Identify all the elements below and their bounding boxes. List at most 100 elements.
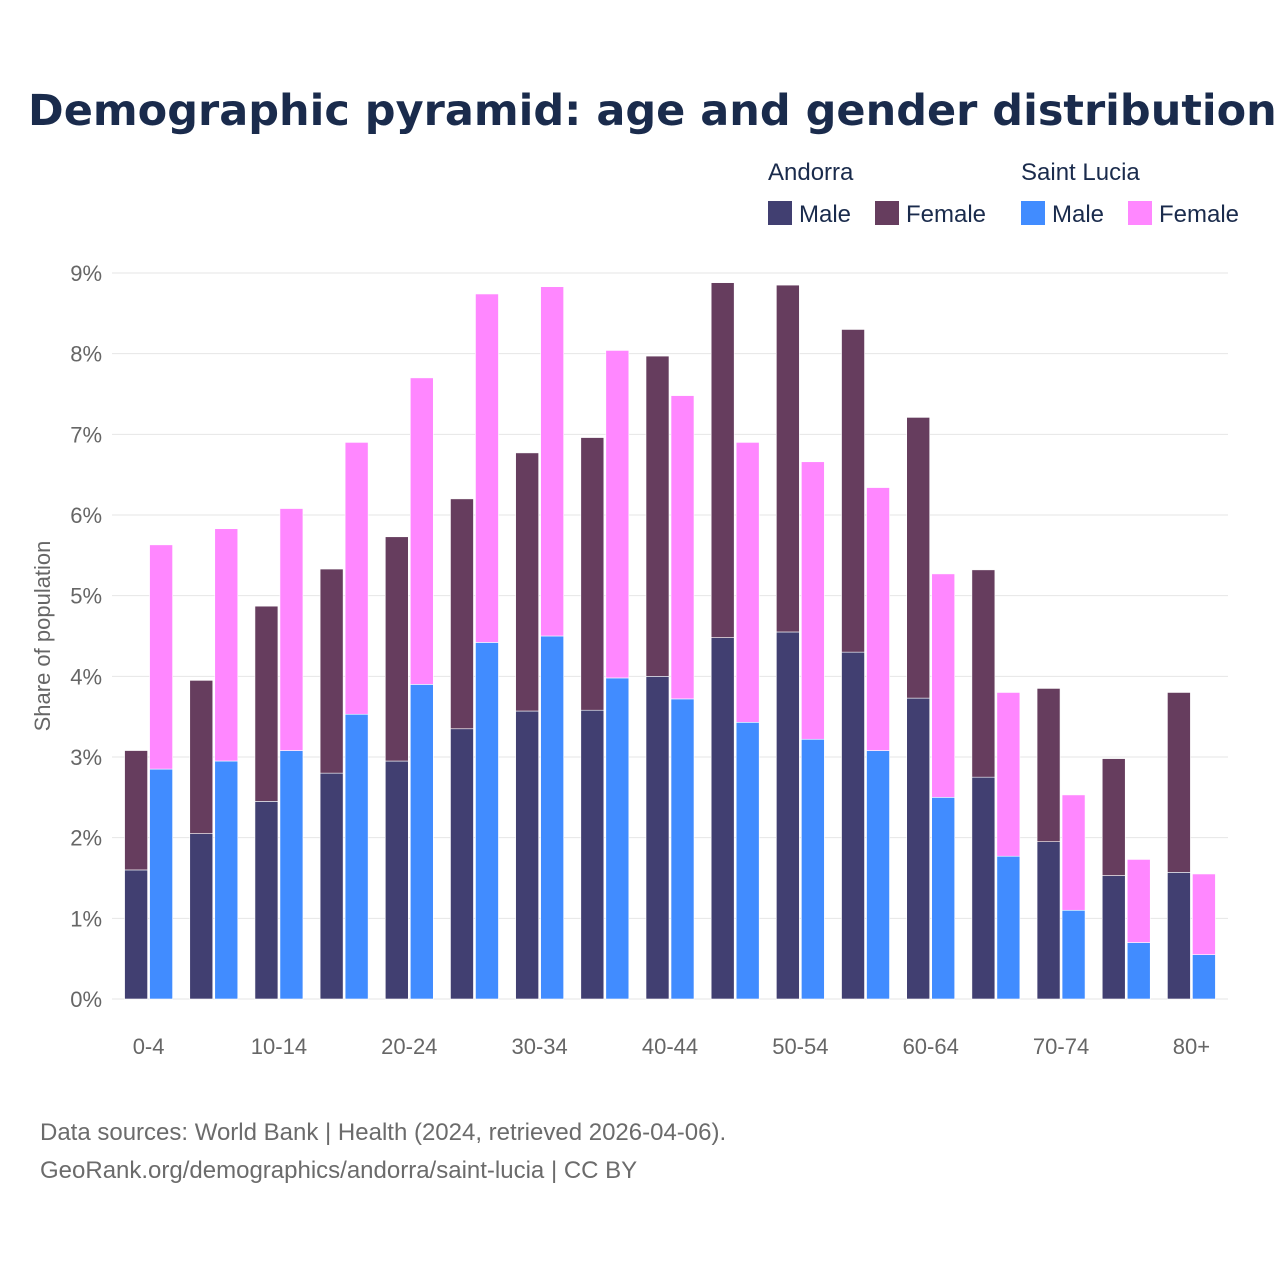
bar-andorra-male-35-39 xyxy=(580,709,605,1000)
source-line-1: Data sources: World Bank | Health (2024,… xyxy=(40,1119,726,1146)
y-tick-label: 1% xyxy=(70,906,102,931)
bars xyxy=(124,282,1216,1000)
chart-title: Demographic pyramid: age and gender dist… xyxy=(28,86,1277,136)
x-axis-ticks: 0-4 10-14 20-24 30-34 40-44 50-54 60-64 70-74 80… xyxy=(133,1034,1210,1059)
bar-saint-lucia-male-65-69 xyxy=(996,855,1021,1000)
bar-andorra-male-45-49 xyxy=(710,637,735,1000)
legend-swatch-andorra-female xyxy=(875,201,899,225)
bar-andorra-female-75-79 xyxy=(1101,758,1126,876)
bar-saint-lucia-female-80+ xyxy=(1192,873,1216,955)
legend-swatch-andorra-male xyxy=(768,201,792,225)
bar-saint-lucia-female-65-69 xyxy=(996,692,1021,857)
bar-andorra-female-0-4 xyxy=(124,750,148,871)
bar-andorra-female-40-44 xyxy=(645,355,670,677)
x-tick-label: 40-44 xyxy=(642,1034,698,1059)
legend-swatch-saint-lucia-male xyxy=(1021,201,1045,225)
bar-saint-lucia-male-80+ xyxy=(1192,954,1216,1000)
bar-andorra-female-20-24 xyxy=(384,536,409,762)
bar-andorra-male-80+ xyxy=(1167,872,1191,1000)
bar-andorra-male-0-4 xyxy=(124,869,148,1000)
bar-andorra-male-40-44 xyxy=(645,676,670,1000)
bar-saint-lucia-male-25-29 xyxy=(475,642,499,1000)
bar-saint-lucia-male-40-44 xyxy=(670,698,695,1000)
bar-andorra-female-70-74 xyxy=(1036,688,1061,843)
bar-saint-lucia-male-55-59 xyxy=(866,750,890,1000)
bar-saint-lucia-female-50-54 xyxy=(801,461,825,740)
legend-label-saint-lucia-male: Male xyxy=(1052,201,1104,228)
bar-andorra-female-60-64 xyxy=(906,417,931,699)
bar-andorra-female-65-69 xyxy=(971,569,996,778)
bar-andorra-male-25-29 xyxy=(450,728,474,1000)
bar-saint-lucia-female-15-19 xyxy=(344,442,369,715)
x-tick-label: 20-24 xyxy=(381,1034,437,1059)
bar-andorra-female-30-34 xyxy=(515,452,539,712)
bar-andorra-male-65-69 xyxy=(971,776,996,1000)
bar-andorra-male-10-14 xyxy=(254,801,279,1000)
bar-andorra-male-15-19 xyxy=(319,772,344,1000)
bar-saint-lucia-male-5-9 xyxy=(214,760,239,1000)
bar-andorra-male-30-34 xyxy=(515,710,539,1000)
y-tick-label: 2% xyxy=(70,826,102,851)
bar-andorra-male-5-9 xyxy=(189,833,214,1000)
bar-saint-lucia-male-70-74 xyxy=(1061,909,1086,1000)
bar-saint-lucia-female-5-9 xyxy=(214,528,239,762)
legend-group-andorra: Andorra xyxy=(768,159,854,186)
bar-andorra-female-35-39 xyxy=(580,437,605,711)
bar-andorra-female-50-54 xyxy=(776,284,800,633)
bar-andorra-male-50-54 xyxy=(776,631,800,1000)
bar-saint-lucia-female-55-59 xyxy=(866,487,890,751)
legend-group-saint-lucia: Saint Lucia xyxy=(1021,159,1140,186)
bar-saint-lucia-female-25-29 xyxy=(475,293,499,643)
bar-saint-lucia-male-20-24 xyxy=(409,684,434,1000)
legend: Andorra Saint Lucia Male Female Male Fem… xyxy=(768,159,1239,228)
bar-saint-lucia-male-10-14 xyxy=(279,750,304,1000)
bar-saint-lucia-male-15-19 xyxy=(344,713,369,1000)
bar-andorra-female-5-9 xyxy=(189,680,214,834)
bar-andorra-female-25-29 xyxy=(450,498,474,730)
y-tick-label: 8% xyxy=(70,342,102,367)
bar-saint-lucia-male-35-39 xyxy=(605,677,630,1000)
bar-andorra-male-75-79 xyxy=(1101,875,1126,1000)
bar-andorra-female-15-19 xyxy=(319,568,344,774)
bar-saint-lucia-female-70-74 xyxy=(1061,794,1086,911)
legend-label-andorra-female: Female xyxy=(906,201,986,228)
y-tick-label: 6% xyxy=(70,503,102,528)
legend-swatch-saint-lucia-female xyxy=(1128,201,1152,225)
gridlines xyxy=(112,272,1228,1000)
legend-label-saint-lucia-female: Female xyxy=(1159,201,1239,228)
x-tick-label: 30-34 xyxy=(512,1034,568,1059)
x-tick-label: 70-74 xyxy=(1033,1034,1089,1059)
bar-andorra-female-80+ xyxy=(1167,692,1191,873)
bar-saint-lucia-male-60-64 xyxy=(931,797,956,1000)
y-tick-label: 7% xyxy=(70,422,102,447)
y-axis-ticks: 0% 1% 2% 3% 4% 5% 6% 7% 8% 9% xyxy=(70,261,102,1012)
bar-andorra-male-60-64 xyxy=(906,697,931,1000)
bar-saint-lucia-female-35-39 xyxy=(605,350,630,679)
x-tick-label: 80+ xyxy=(1173,1034,1210,1059)
source-line-2: GeoRank.org/demographics/andorra/saint-l… xyxy=(40,1157,637,1184)
bar-saint-lucia-female-40-44 xyxy=(670,395,695,700)
bar-saint-lucia-male-30-34 xyxy=(540,635,564,1000)
bar-saint-lucia-female-10-14 xyxy=(279,508,304,751)
x-tick-label: 0-4 xyxy=(133,1034,165,1059)
bar-andorra-male-20-24 xyxy=(384,760,409,1000)
y-tick-label: 4% xyxy=(70,664,102,689)
bar-saint-lucia-male-50-54 xyxy=(801,738,825,1000)
y-tick-label: 0% xyxy=(70,987,102,1012)
bar-saint-lucia-female-45-49 xyxy=(735,442,760,723)
bar-andorra-female-45-49 xyxy=(710,282,735,638)
x-tick-label: 10-14 xyxy=(251,1034,307,1059)
bar-andorra-male-55-59 xyxy=(841,651,865,1000)
legend-label-andorra-male: Male xyxy=(799,201,851,228)
y-tick-label: 9% xyxy=(70,261,102,286)
bar-saint-lucia-female-20-24 xyxy=(409,377,434,685)
bar-saint-lucia-male-75-79 xyxy=(1126,942,1151,1000)
y-tick-label: 5% xyxy=(70,584,102,609)
bar-saint-lucia-male-45-49 xyxy=(735,722,760,1000)
bar-saint-lucia-female-75-79 xyxy=(1126,859,1151,943)
bar-saint-lucia-female-60-64 xyxy=(931,573,956,798)
x-tick-label: 50-54 xyxy=(772,1034,828,1059)
y-axis-title: Share of population xyxy=(30,541,55,732)
bar-andorra-female-55-59 xyxy=(841,329,865,653)
